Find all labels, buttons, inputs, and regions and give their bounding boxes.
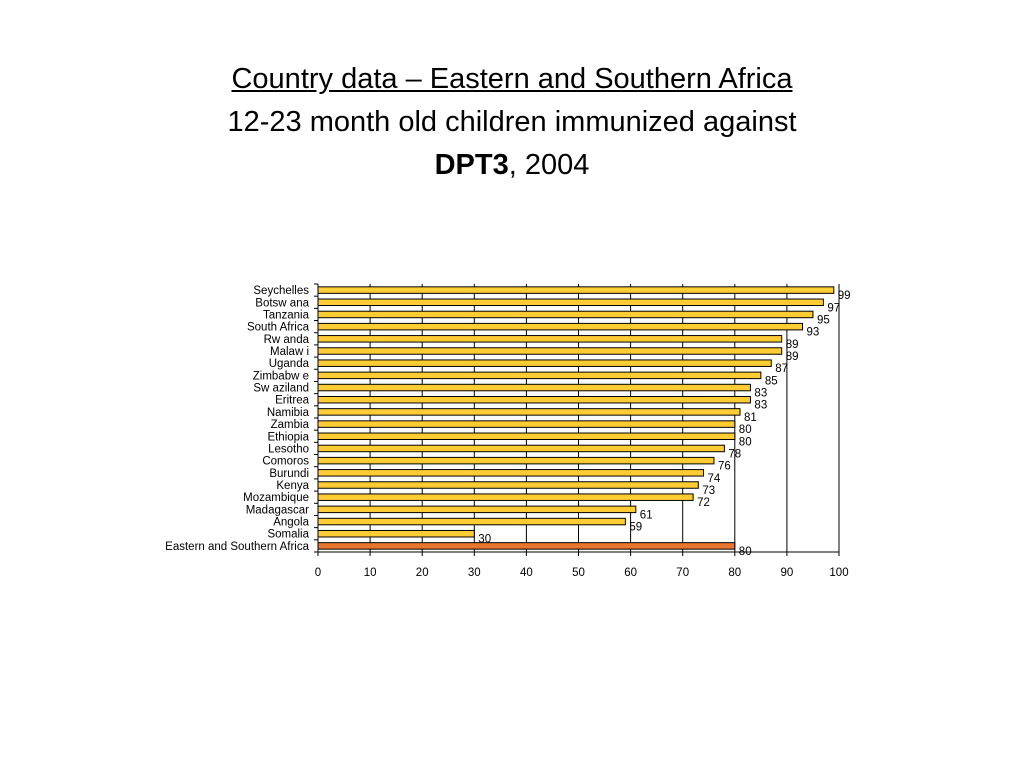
bar [317, 310, 814, 319]
title-line-2: 12-23 month old children immunized again… [227, 106, 797, 138]
data-label: 89 [786, 339, 799, 351]
data-label: 87 [775, 363, 788, 375]
bar [317, 505, 637, 514]
title-year: , 2004 [508, 149, 590, 181]
data-label: 97 [827, 302, 840, 314]
category-label: Tanzania [263, 309, 310, 321]
title-line-3: DPT3, 2004 [0, 144, 1024, 187]
data-label: 80 [739, 436, 752, 448]
data-label: 78 [728, 448, 741, 460]
title-vaccine-name: DPT3 [434, 149, 509, 181]
bar [317, 420, 736, 428]
category-label: Rw anda [264, 334, 310, 346]
bar [317, 444, 725, 453]
data-label: 99 [838, 290, 851, 302]
bar [317, 298, 824, 307]
bar [317, 371, 762, 380]
x-tick-label: 30 [468, 567, 481, 579]
data-label: 85 [765, 375, 778, 387]
category-label: Angola [273, 517, 309, 529]
category-label: Eastern and Southern Africa [165, 541, 309, 553]
bar [317, 347, 783, 355]
category-label: Zambia [271, 419, 310, 431]
bar [317, 395, 751, 404]
bar [317, 286, 835, 294]
category-label: Malaw i [270, 346, 309, 358]
category-label: Comoros [262, 456, 309, 468]
category-label: Kenya [276, 480, 309, 492]
category-label: Uganda [269, 358, 310, 370]
x-tick-label: 60 [624, 567, 637, 579]
category-label: Seychelles [253, 285, 309, 297]
chart-title: Country data – Eastern and Southern Afri… [0, 58, 1024, 187]
category-label: Ethiopia [267, 431, 309, 443]
bar [317, 493, 694, 501]
bar [317, 408, 741, 416]
data-label: 61 [640, 509, 653, 521]
category-label: Botsw ana [255, 297, 309, 309]
data-label: 83 [754, 400, 767, 412]
x-tick-label: 70 [676, 567, 689, 579]
data-label: 76 [718, 461, 731, 473]
x-tick-label: 80 [728, 567, 741, 579]
x-tick-label: 40 [520, 567, 533, 579]
bar [317, 432, 736, 441]
data-label: 93 [807, 327, 820, 339]
category-label: South Africa [247, 322, 310, 334]
bar [317, 529, 475, 538]
x-tick-label: 10 [364, 567, 377, 579]
data-label: 72 [697, 497, 710, 509]
data-label: 83 [754, 388, 767, 400]
data-label: 89 [786, 351, 799, 363]
category-label: Eritrea [275, 395, 309, 407]
x-tick-label: 50 [572, 567, 585, 579]
category-label: Mozambique [243, 492, 309, 504]
data-label: 81 [744, 412, 757, 424]
x-tick-label: 0 [315, 567, 321, 579]
x-tick-label: 100 [829, 567, 848, 579]
data-label: 80 [739, 424, 752, 436]
bar [317, 383, 751, 392]
data-label: 95 [817, 314, 830, 326]
bar [317, 481, 699, 489]
bar [317, 469, 705, 477]
category-label: Namibia [267, 407, 310, 419]
category-label: Madagascar [246, 504, 309, 516]
bar [317, 542, 736, 550]
bar [317, 335, 783, 343]
x-tick-label: 20 [416, 567, 429, 579]
bar [317, 517, 626, 526]
category-label: Zimbabw e [253, 370, 309, 382]
category-label: Burundi [269, 468, 309, 480]
data-label: 59 [629, 522, 642, 534]
bar [317, 322, 804, 331]
data-label: 73 [702, 485, 715, 497]
data-label: 74 [708, 473, 721, 485]
x-tick-label: 90 [781, 567, 794, 579]
category-label: Somalia [267, 529, 309, 541]
category-label: Lesotho [268, 443, 309, 455]
title-line-1: Country data – Eastern and Southern Afri… [231, 63, 793, 95]
category-label: Sw aziland [253, 383, 309, 395]
bar [317, 456, 715, 465]
bar [317, 359, 772, 367]
